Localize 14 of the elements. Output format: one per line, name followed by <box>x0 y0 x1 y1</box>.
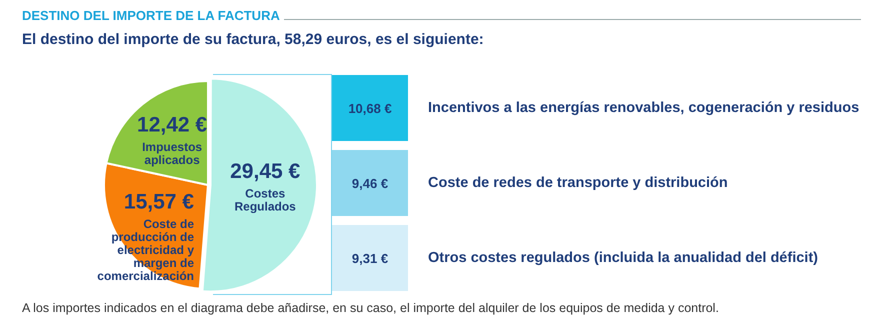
chart-subtitle: El destino del importe de su factura, 58,29 euros, es el siguiente: <box>22 31 484 48</box>
data-label: 9,46 € <box>332 150 408 216</box>
data-label: 9,31 € <box>332 225 408 291</box>
slice-label: Costes Regulados <box>234 186 296 214</box>
category-label: Incentivos a las energías renovables, cogeneración y residuos <box>428 100 860 116</box>
data-label: 15,57 € <box>124 190 194 214</box>
slice-label: Impuestos aplicados <box>142 140 202 167</box>
category-label: Otros costes regulados (incluida la anualidad del déficit) <box>428 250 818 266</box>
text: A los importes indicados en el diagrama debe añadirse, en su caso, el importe del alquiler de los equipos de medida y control. <box>22 301 719 315</box>
data-label: 29,45 € <box>230 160 300 184</box>
chart-title: DESTINO DEL IMPORTE DE LA FACTURA <box>22 8 280 23</box>
data-label: 10,68 € <box>332 75 408 141</box>
data-label: 12,42 € <box>137 113 208 136</box>
category-label: Coste de redes de transporte y distribución <box>428 175 728 191</box>
